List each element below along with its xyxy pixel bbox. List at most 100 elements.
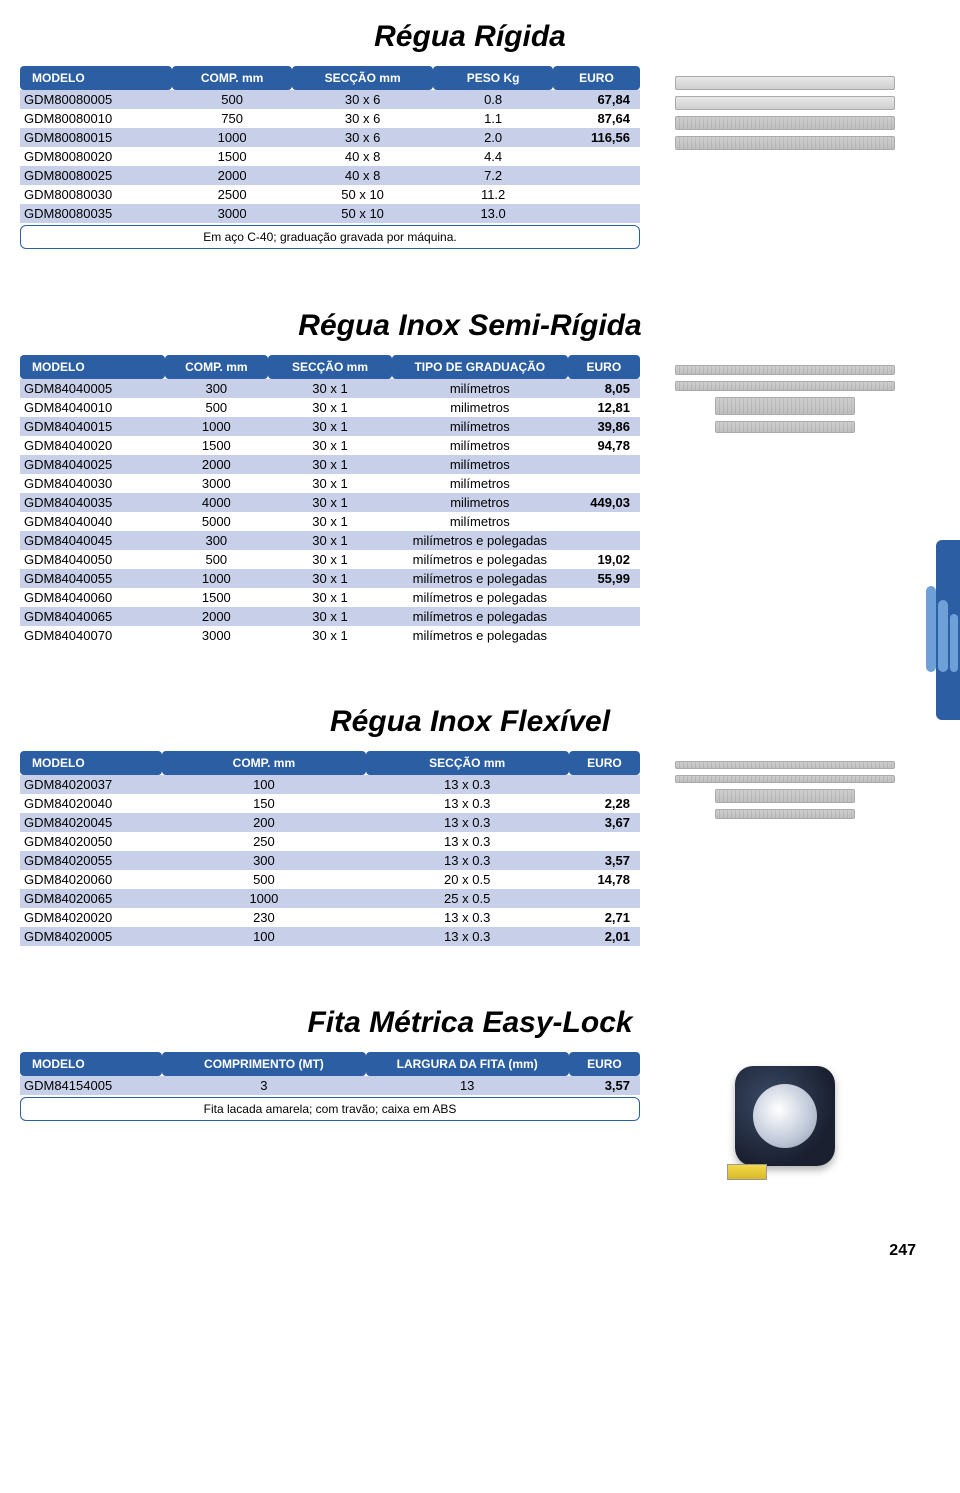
cell-value: 1000 <box>165 417 268 436</box>
cell-value: 30 x 1 <box>268 626 392 645</box>
cell-model: GDM84020040 <box>20 794 162 813</box>
cell-value: 1.1 <box>433 109 553 128</box>
cell-value: milimetros <box>392 398 568 417</box>
col-tipo: TIPO DE GRADUAÇÃO <box>392 355 568 379</box>
table-row: GDM8402005530013 x 0.33,57 <box>20 851 640 870</box>
cell-value: milímetros e polegadas <box>392 588 568 607</box>
cell-euro <box>553 166 640 185</box>
cell-value: 500 <box>165 550 268 569</box>
table-row: GDM84040055100030 x 1milímetros e polega… <box>20 569 640 588</box>
cell-euro: 87,64 <box>553 109 640 128</box>
cell-model: GDM84040045 <box>20 531 165 550</box>
table-row: GDM80080035300050 x 1013.0 <box>20 204 640 223</box>
cell-model: GDM80080025 <box>20 166 172 185</box>
cell-value: milimetros <box>392 493 568 512</box>
cell-model: GDM84154005 <box>20 1076 162 1095</box>
cell-value: 1000 <box>165 569 268 588</box>
cell-value: 30 x 1 <box>268 588 392 607</box>
table-row: GDM8402002023013 x 0.32,71 <box>20 908 640 927</box>
cell-model: GDM80080030 <box>20 185 172 204</box>
table-row: GDM8402004015013 x 0.32,28 <box>20 794 640 813</box>
cell-euro <box>553 204 640 223</box>
table-row: GDM8008000550030 x 60.867,84 <box>20 90 640 109</box>
cell-model: GDM84040020 <box>20 436 165 455</box>
cell-value: 11.2 <box>433 185 553 204</box>
cell-value: 2.0 <box>433 128 553 147</box>
cell-euro: 116,56 <box>553 128 640 147</box>
product-image-rulers <box>650 355 920 433</box>
section-regua-rigida: Régua Rígida MODELO COMP. mm SECÇÃO mm P… <box>20 20 920 249</box>
cell-value: 30 x 1 <box>268 607 392 626</box>
cell-value: 30 x 1 <box>268 512 392 531</box>
product-image-rulers <box>650 751 920 819</box>
table-fita-metrica: MODELO COMPRIMENTO (MT) LARGURA DA FITA … <box>20 1052 640 1095</box>
col-modelo: MODELO <box>20 355 165 379</box>
cell-value: 13 x 0.3 <box>366 832 569 851</box>
cell-model: GDM84040050 <box>20 550 165 569</box>
cell-value: 13 <box>366 1076 569 1095</box>
cell-model: GDM80080035 <box>20 204 172 223</box>
cell-value: milímetros e polegadas <box>392 607 568 626</box>
cell-value: 30 x 1 <box>268 436 392 455</box>
cell-value: 3 <box>162 1076 365 1095</box>
cell-value: milímetros <box>392 379 568 398</box>
cell-euro: 2,28 <box>569 794 640 813</box>
cell-euro: 449,03 <box>568 493 640 512</box>
section-title: Régua Inox Flexível <box>20 705 920 739</box>
cell-value: 750 <box>172 109 292 128</box>
footnote: Em aço C-40; graduação gravada por máqui… <box>20 225 640 249</box>
cell-value: 4.4 <box>433 147 553 166</box>
table-row: GDM84020065100025 x 0.5 <box>20 889 640 908</box>
cell-euro: 94,78 <box>568 436 640 455</box>
cell-value: 30 x 1 <box>268 550 392 569</box>
cell-value: milímetros e polegadas <box>392 569 568 588</box>
col-modelo: MODELO <box>20 751 162 775</box>
cell-value: milímetros <box>392 512 568 531</box>
section-title: Régua Rígida <box>20 20 920 54</box>
table-regua-inox-semi: MODELO COMP. mm SECÇÃO mm TIPO DE GRADUA… <box>20 355 640 645</box>
product-image-tape <box>650 1052 920 1182</box>
table-regua-inox-flex: MODELO COMP. mm SECÇÃO mm EURO GDM840200… <box>20 751 640 946</box>
table-row: GDM841540053133,57 <box>20 1076 640 1095</box>
cell-value: 3000 <box>165 626 268 645</box>
cell-euro: 12,81 <box>568 398 640 417</box>
product-image-rulers <box>650 66 920 150</box>
cell-value: 500 <box>162 870 365 889</box>
cell-value: 30 x 1 <box>268 569 392 588</box>
cell-value: 25 x 0.5 <box>366 889 569 908</box>
cell-euro: 2,01 <box>569 927 640 946</box>
table-row: GDM84040020150030 x 1milímetros94,78 <box>20 436 640 455</box>
cell-model: GDM80080020 <box>20 147 172 166</box>
cell-model: GDM84040025 <box>20 455 165 474</box>
cell-euro: 3,57 <box>569 1076 640 1095</box>
cell-value: 3000 <box>165 474 268 493</box>
cell-value: milímetros <box>392 474 568 493</box>
cell-euro: 55,99 <box>568 569 640 588</box>
cell-value: 13 x 0.3 <box>366 908 569 927</box>
cell-model: GDM84020045 <box>20 813 162 832</box>
cell-value: 30 x 1 <box>268 474 392 493</box>
cell-model: GDM84020065 <box>20 889 162 908</box>
cell-value: 500 <box>165 398 268 417</box>
table-row: GDM8402005025013 x 0.3 <box>20 832 640 851</box>
cell-value: 50 x 10 <box>292 185 433 204</box>
table-row: GDM84040025200030 x 1milímetros <box>20 455 640 474</box>
cell-euro <box>568 512 640 531</box>
col-largura: LARGURA DA FITA (mm) <box>366 1052 569 1076</box>
cell-model: GDM84040035 <box>20 493 165 512</box>
cell-euro: 2,71 <box>569 908 640 927</box>
cell-value: 2000 <box>165 607 268 626</box>
col-seccao: SECÇÃO mm <box>268 355 392 379</box>
cell-value: milímetros e polegadas <box>392 531 568 550</box>
cell-value: 20 x 0.5 <box>366 870 569 889</box>
cell-value: 0.8 <box>433 90 553 109</box>
cell-value: 30 x 1 <box>268 531 392 550</box>
page-number: 247 <box>20 1242 920 1260</box>
table-row: GDM8404000530030 x 1milímetros8,05 <box>20 379 640 398</box>
section-fita-metrica: Fita Métrica Easy-Lock MODELO COMPRIMENT… <box>20 1006 920 1182</box>
cell-euro <box>569 775 640 794</box>
cell-model: GDM80080005 <box>20 90 172 109</box>
col-euro: EURO <box>553 66 640 90</box>
section-regua-inox-semi: Régua Inox Semi-Rígida MODELO COMP. mm S… <box>20 309 920 645</box>
table-row: GDM84040060150030 x 1milímetros e polega… <box>20 588 640 607</box>
